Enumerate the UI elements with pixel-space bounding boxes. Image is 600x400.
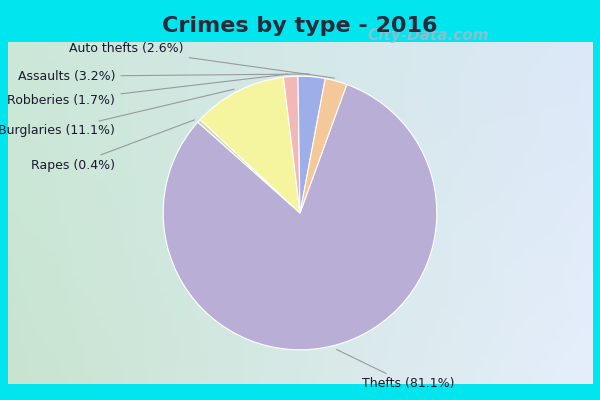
Text: Rapes (0.4%): Rapes (0.4%) — [31, 120, 194, 172]
Text: Assaults (3.2%): Assaults (3.2%) — [18, 70, 309, 83]
Text: Crimes by type - 2016: Crimes by type - 2016 — [162, 16, 438, 36]
Text: Thefts (81.1%): Thefts (81.1%) — [337, 350, 454, 390]
Wedge shape — [298, 76, 325, 213]
Text: Burglaries (11.1%): Burglaries (11.1%) — [0, 89, 234, 138]
Wedge shape — [200, 77, 300, 213]
Wedge shape — [163, 84, 437, 350]
Wedge shape — [283, 76, 300, 213]
Wedge shape — [300, 78, 347, 213]
Text: City-Data.com: City-Data.com — [367, 28, 489, 43]
Text: Robberies (1.7%): Robberies (1.7%) — [7, 74, 288, 107]
Text: Auto thefts (2.6%): Auto thefts (2.6%) — [69, 42, 334, 78]
Wedge shape — [198, 120, 300, 213]
